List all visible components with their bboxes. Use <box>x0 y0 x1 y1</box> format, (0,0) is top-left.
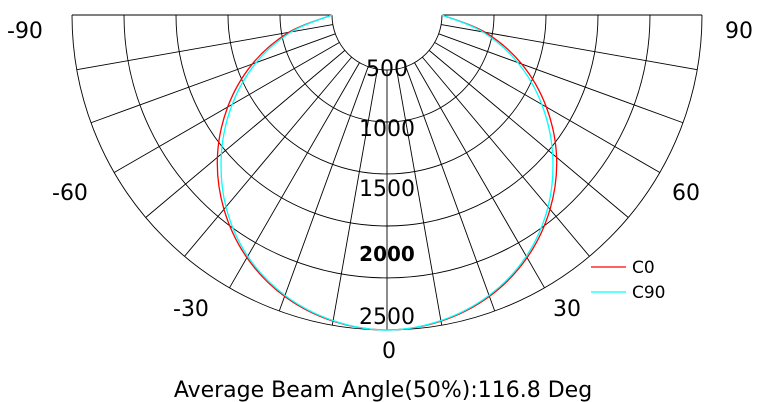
angle-gridline--20 <box>278 66 369 312</box>
angle-gridline--80 <box>76 24 333 71</box>
series-curves <box>216 14 558 331</box>
angle-gridline--60 <box>113 42 340 173</box>
legend: C0 C90 <box>591 258 666 303</box>
radial-label-1000: 1000 <box>359 117 415 142</box>
legend-label-c0: C0 <box>632 258 655 278</box>
angle-label-30: 30 <box>553 297 581 322</box>
angle-label-neg60: -60 <box>52 181 88 206</box>
angle-gridline-80 <box>441 24 698 71</box>
angle-gridline-70 <box>438 33 684 124</box>
radial-label-1500: 1500 <box>359 177 415 202</box>
angle-gridline--50 <box>145 50 346 218</box>
angle-label-90: 90 <box>725 19 753 44</box>
chart-caption: Average Beam Angle(50%):116.8 Deg <box>174 378 592 402</box>
angle-gridline-30 <box>414 62 545 289</box>
angle-gridline-10 <box>396 69 443 326</box>
radial-label-500: 500 <box>366 57 408 82</box>
angle-gridline-20 <box>405 66 496 312</box>
angle-label-60: 60 <box>672 181 700 206</box>
series-line-c90 <box>220 14 554 331</box>
angle-gridline--10 <box>331 69 378 326</box>
angle-gridline-40 <box>422 56 590 257</box>
angle-label-neg90: -90 <box>7 19 43 44</box>
angle-gridline--30 <box>229 62 360 289</box>
radial-tick-labels: 500 1000 1500 2000 2500 <box>359 57 415 330</box>
angle-label-0: 0 <box>382 339 396 364</box>
legend-label-c90: C90 <box>632 283 666 303</box>
angle-gridline-50 <box>428 50 629 218</box>
radial-label-2000: 2000 <box>359 242 415 266</box>
angle-tick-labels: -90 -60 -30 0 30 60 90 <box>7 19 753 364</box>
angle-gridline--70 <box>90 33 336 124</box>
angle-gridline-60 <box>434 42 661 173</box>
angle-gridline--40 <box>184 56 352 257</box>
radial-label-2500: 2500 <box>359 305 415 330</box>
angle-label-neg30: -30 <box>173 297 209 322</box>
